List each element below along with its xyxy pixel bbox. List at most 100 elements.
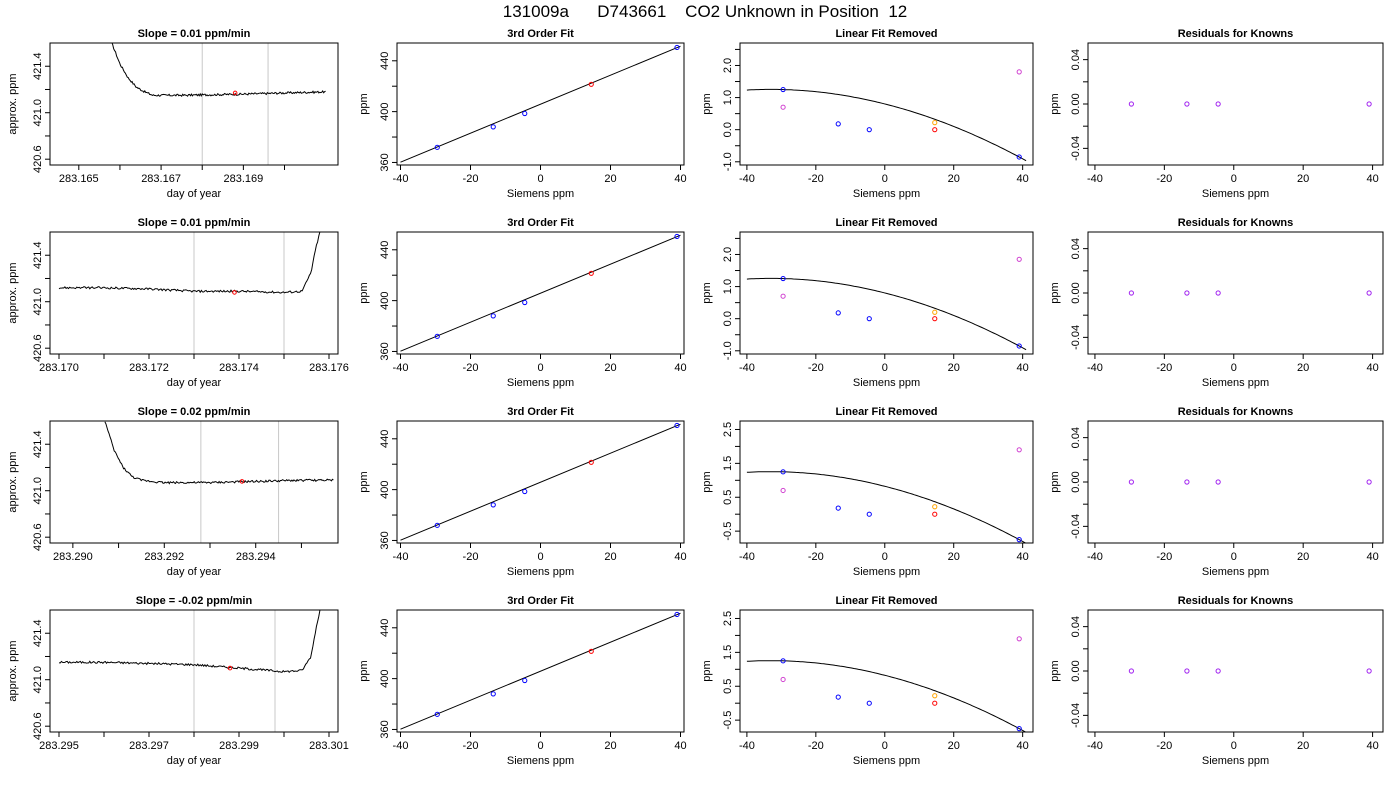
panel-title: 3rd Order Fit — [507, 217, 574, 229]
y-axis-label: ppm — [701, 282, 713, 303]
x-tick-label: 40 — [1017, 362, 1029, 374]
x-tick-label: 20 — [948, 551, 960, 563]
fit-line — [400, 423, 681, 541]
x-tick-label: 20 — [1297, 740, 1309, 752]
plot-frame — [49, 231, 339, 355]
x-tick-label: -40 — [739, 551, 755, 563]
y-tick-label: -0.04 — [1070, 325, 1082, 350]
data-point — [780, 104, 786, 110]
panel-r4-c2: 3rd Order Fit -40 -20 0 20 40 360 400 440 Siemens… — [358, 595, 687, 767]
x-axis-label: Siemens ppm — [1202, 188, 1269, 200]
panel-title: Linear Fit Removed — [835, 595, 937, 607]
data-point — [780, 293, 786, 299]
data-point — [932, 120, 938, 126]
x-tick-label: -40 — [1087, 551, 1103, 563]
fit-curve — [746, 88, 1027, 162]
y-tick-label: 0.04 — [1070, 49, 1082, 70]
x-tick-label: 283.172 — [129, 362, 169, 374]
data-point — [1184, 668, 1190, 674]
plot-frame — [1087, 42, 1384, 166]
plot-frame — [396, 231, 685, 355]
data-point — [1016, 154, 1022, 160]
panel-r1-c4: Residuals for Knowns -40 -20 0 20 40 -0.04 0.00… — [1049, 28, 1384, 200]
y-tick-label: -0.04 — [1070, 136, 1082, 161]
x-axis-label: Siemens ppm — [1202, 755, 1269, 767]
panel-r2-c2: 3rd Order Fit -40 -20 0 20 40 360 400 440 Siemens… — [358, 217, 687, 389]
data-point — [1366, 668, 1372, 674]
y-tick-label: 421.0 — [32, 666, 44, 694]
panel-r4-c1: Slope = -0.02 ppm/min 283.295 283.297 283.2… — [7, 595, 349, 767]
fit-line — [400, 612, 681, 730]
data-point — [434, 711, 440, 717]
panel-r1-c2: 3rd Order Fit -40 -20 0 20 40 360 400 440 Siemens… — [358, 28, 687, 200]
y-tick-label: 421.4 — [32, 430, 44, 458]
data-point — [674, 611, 680, 618]
x-tick-label: 283.299 — [219, 740, 259, 752]
plot-frame — [49, 420, 339, 544]
y-tick-label: 420.6 — [32, 523, 44, 551]
data-point — [1016, 69, 1022, 75]
x-tick-label: 40 — [1366, 173, 1378, 185]
y-tick-label: 360 — [379, 153, 391, 171]
y-tick-label: 440 — [379, 430, 391, 448]
x-tick-label: 0 — [1231, 173, 1237, 185]
data-point — [1215, 101, 1221, 107]
panel-title: Slope = 0.01 ppm/min — [138, 217, 251, 229]
data-point — [522, 299, 528, 306]
x-tick-label: 40 — [1017, 551, 1029, 563]
panel-title: Linear Fit Removed — [835, 28, 937, 40]
fit-curve — [746, 471, 1027, 543]
panel-r3-c4: Residuals for Knowns -40 -20 0 20 40 -0.04 0.00… — [1049, 406, 1384, 578]
data-point — [1366, 290, 1372, 296]
fit-line — [400, 45, 681, 163]
y-axis-label: ppm — [1049, 660, 1061, 681]
plot-frame — [739, 420, 1034, 544]
data-point — [490, 124, 496, 130]
plot-frame — [49, 42, 339, 166]
x-tick-label: 0 — [537, 362, 543, 374]
data-point — [490, 502, 496, 508]
data-point — [1016, 256, 1022, 262]
fit-curve — [746, 277, 1027, 351]
plot-frame — [396, 420, 685, 544]
data-point — [588, 81, 594, 87]
data-point — [1128, 290, 1134, 296]
data-point — [1215, 668, 1221, 674]
panel-title: Linear Fit Removed — [835, 406, 937, 418]
x-tick-label: 0 — [1231, 740, 1237, 752]
time-series-line — [104, 421, 334, 485]
data-point — [1184, 290, 1190, 296]
data-point — [1215, 290, 1221, 296]
x-tick-label: 0 — [882, 362, 888, 374]
x-tick-label: 0 — [882, 173, 888, 185]
y-tick-label: 0.00 — [1070, 471, 1082, 492]
x-tick-label: -20 — [463, 740, 479, 752]
data-point — [780, 487, 786, 494]
y-tick-label: 421.4 — [32, 619, 44, 647]
y-tick-label: 0.04 — [1070, 427, 1082, 448]
mean-marker — [239, 479, 245, 484]
x-tick-label: -40 — [739, 173, 755, 185]
y-tick-label: 421.0 — [32, 288, 44, 316]
x-tick-label: -20 — [808, 173, 824, 185]
x-tick-label: 283.290 — [53, 551, 93, 563]
plot-frame — [396, 609, 685, 733]
panel-r1-c3: Linear Fit Removed -40 -20 0 20 40 -1.0 0.0 1.0 2… — [701, 28, 1034, 200]
time-series-line — [58, 610, 321, 674]
y-tick-label: 421.0 — [32, 477, 44, 505]
y-tick-label: 1.0 — [722, 90, 734, 105]
y-tick-label: 0.5 — [722, 490, 734, 505]
x-axis-label: day of year — [167, 755, 222, 767]
data-point — [932, 511, 938, 517]
x-tick-label: 20 — [948, 173, 960, 185]
panel-title: Slope = 0.02 ppm/min — [138, 406, 251, 418]
panel-title: 3rd Order Fit — [507, 595, 574, 607]
data-point — [932, 700, 938, 706]
fit-line — [400, 234, 681, 352]
data-point — [866, 127, 872, 133]
panel-title: Residuals for Knowns — [1178, 595, 1294, 607]
y-tick-label: 1.0 — [722, 279, 734, 294]
data-point — [1016, 447, 1022, 453]
y-tick-label: 420.6 — [32, 334, 44, 362]
x-tick-label: 40 — [674, 173, 686, 185]
